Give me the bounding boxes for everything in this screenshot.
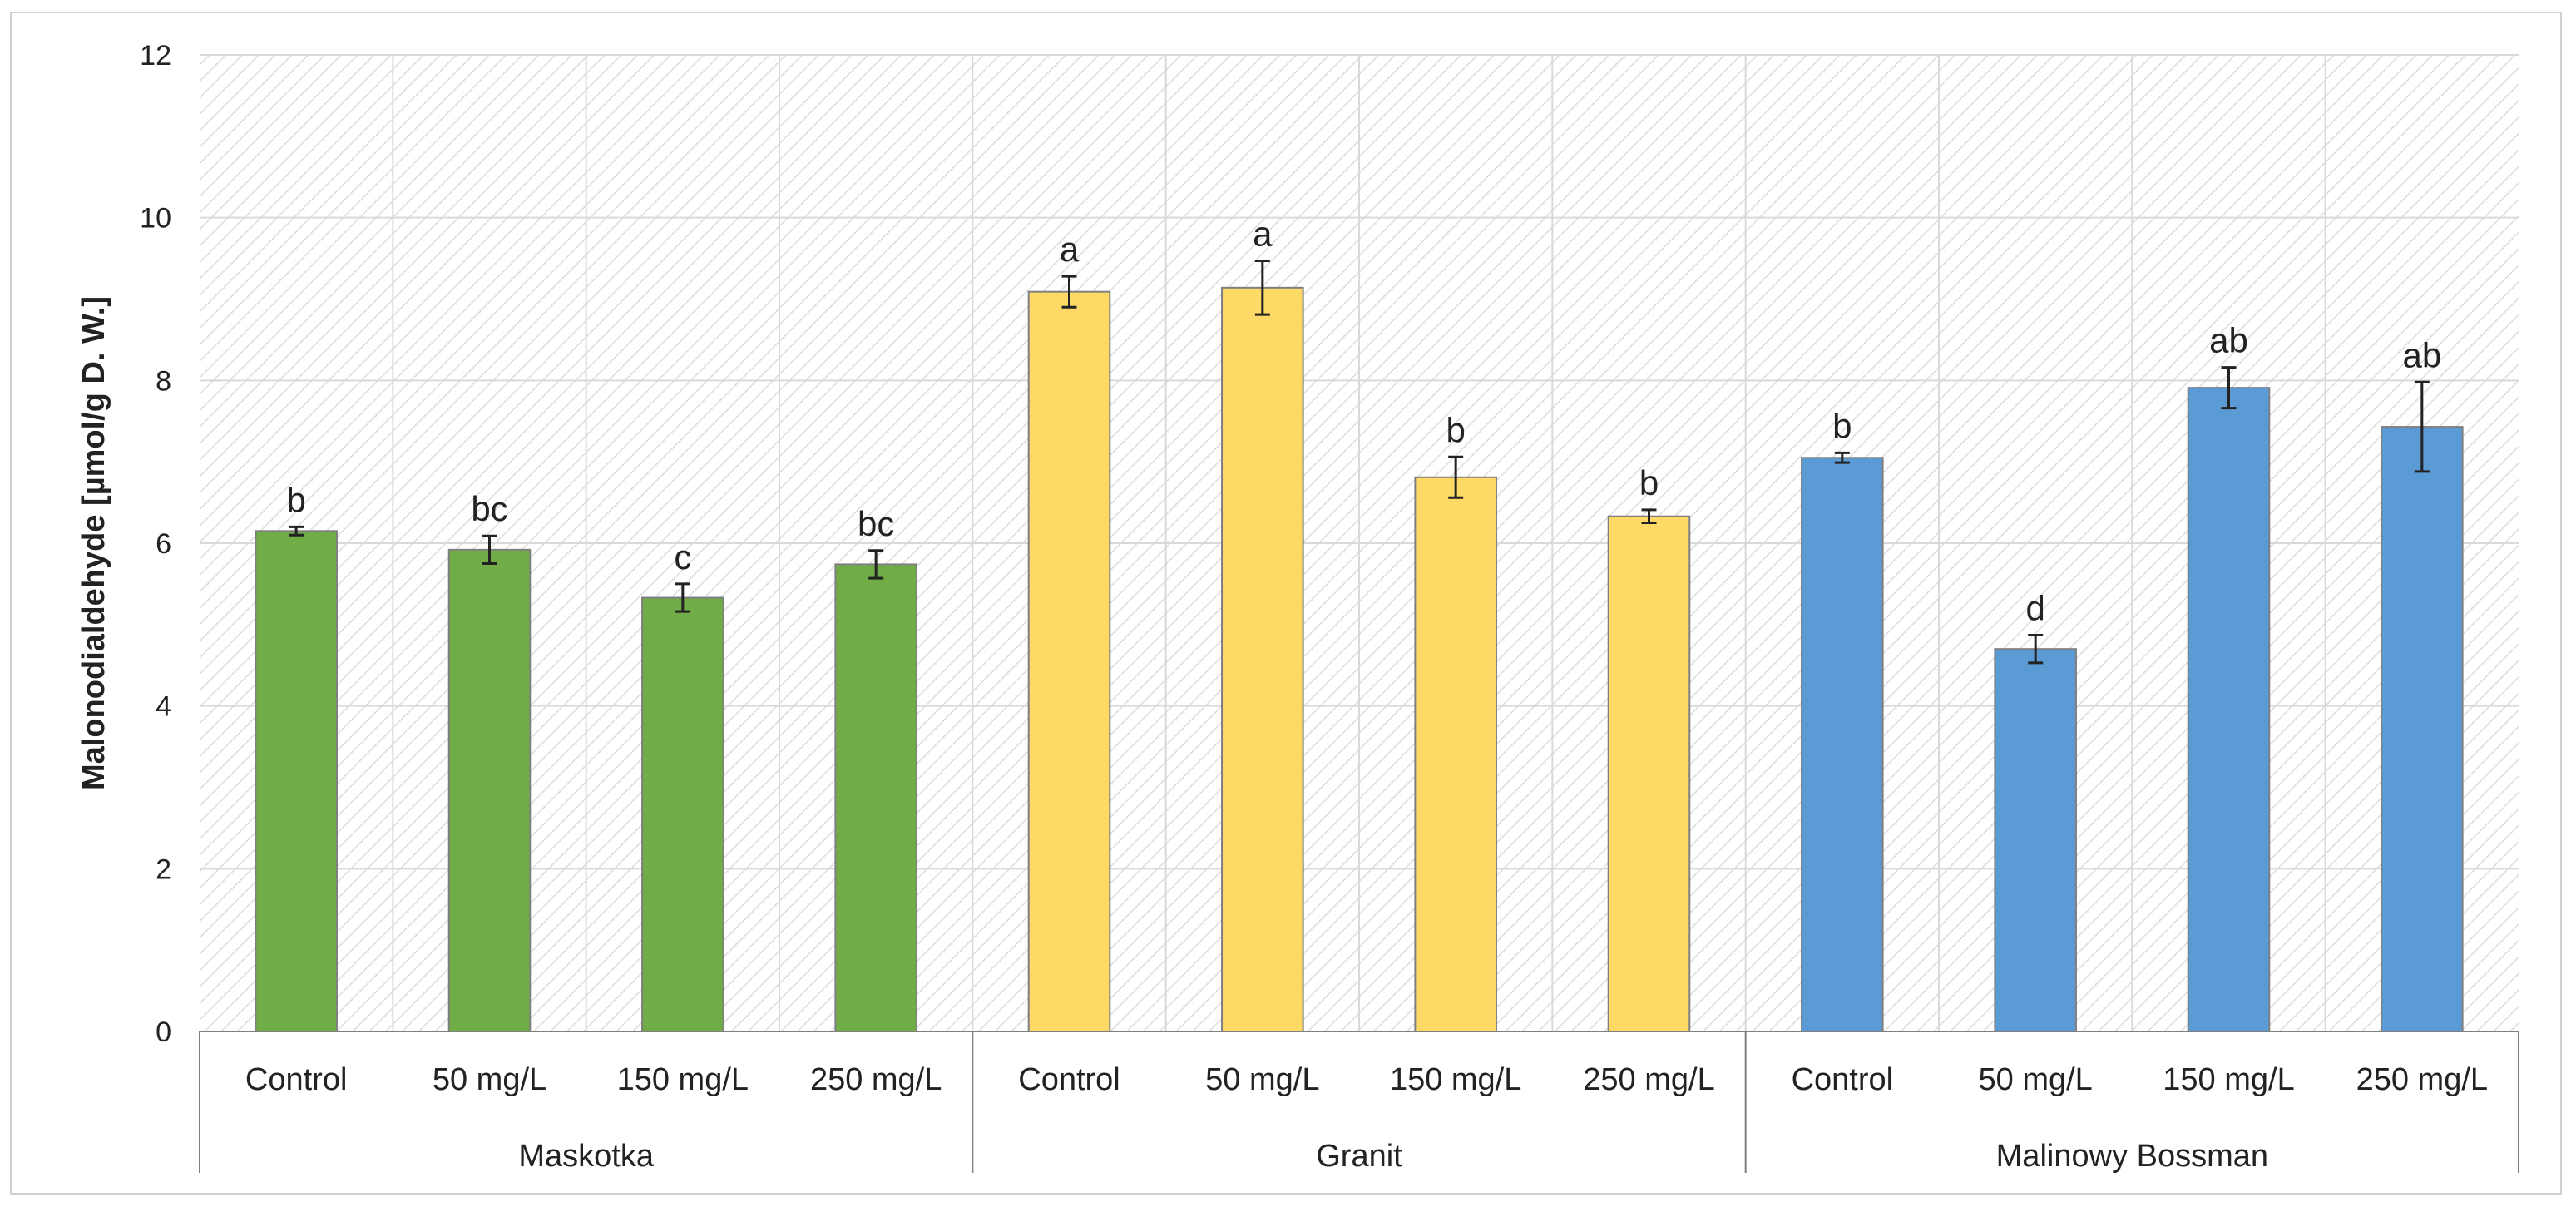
significance-letter: bc [858, 504, 894, 543]
x-category-label: Control [245, 1062, 348, 1097]
x-category-label: 50 mg/L [433, 1062, 546, 1097]
x-category-label: 150 mg/L [2163, 1062, 2294, 1097]
x-category-label: 150 mg/L [617, 1062, 749, 1097]
x-group-label: Granit [1316, 1139, 1402, 1174]
y-tick-label: 2 [156, 853, 171, 885]
x-group-label: Malinowy Bossman [1996, 1139, 2268, 1174]
significance-letter: a [1253, 215, 1273, 254]
y-tick-label: 12 [140, 40, 171, 72]
x-category-label: 250 mg/L [810, 1062, 942, 1097]
significance-letter: b [1446, 410, 1465, 449]
bar [1414, 476, 1497, 1032]
x-category-label: 250 mg/L [1583, 1062, 1714, 1097]
x-group-label: Maskotka [518, 1139, 654, 1174]
significance-letter: a [1060, 230, 1080, 269]
bar [1607, 515, 1691, 1032]
significance-letter: ab [2209, 321, 2248, 360]
y-axis-label: Malonodialdehyde [µmol/g D. W.] [77, 296, 111, 790]
x-category-label: Control [1792, 1062, 1894, 1097]
significance-letter: b [1639, 463, 1659, 502]
x-category-label: 250 mg/L [2356, 1062, 2488, 1097]
y-tick-label: 6 [156, 528, 171, 560]
x-category-label: 150 mg/L [1390, 1062, 1521, 1097]
y-tick-label: 4 [156, 691, 171, 723]
x-category-label: 50 mg/L [1979, 1062, 2093, 1097]
bar [1801, 457, 1884, 1032]
y-axis: 0 2 4 6 8 10 12 [140, 40, 171, 1048]
x-category-label: 50 mg/L [1205, 1062, 1319, 1097]
bar [255, 530, 338, 1032]
bar [2381, 426, 2464, 1032]
bar [834, 563, 917, 1032]
y-tick-label: 0 [156, 1017, 171, 1048]
bar [1994, 648, 2077, 1033]
y-tick-label: 10 [140, 203, 171, 235]
bar [1027, 290, 1111, 1032]
significance-letter: ab [2402, 335, 2441, 374]
significance-letter: bc [471, 489, 507, 528]
gridlines [200, 54, 2519, 1031]
bar [447, 548, 532, 1032]
significance-letter: c [674, 537, 691, 576]
y-tick-label: 8 [156, 365, 171, 397]
significance-letter: d [2025, 589, 2044, 628]
bar [1221, 286, 1304, 1032]
x-category-label: Control [1018, 1062, 1120, 1097]
significance-letter: b [1832, 406, 1852, 445]
bar [641, 596, 724, 1032]
x-axis: Control 50 mg/L 150 mg/L 250 mg/L Maskotka Co… [199, 1031, 2519, 1174]
significance-letter: b [286, 480, 305, 519]
bar [2187, 387, 2271, 1033]
